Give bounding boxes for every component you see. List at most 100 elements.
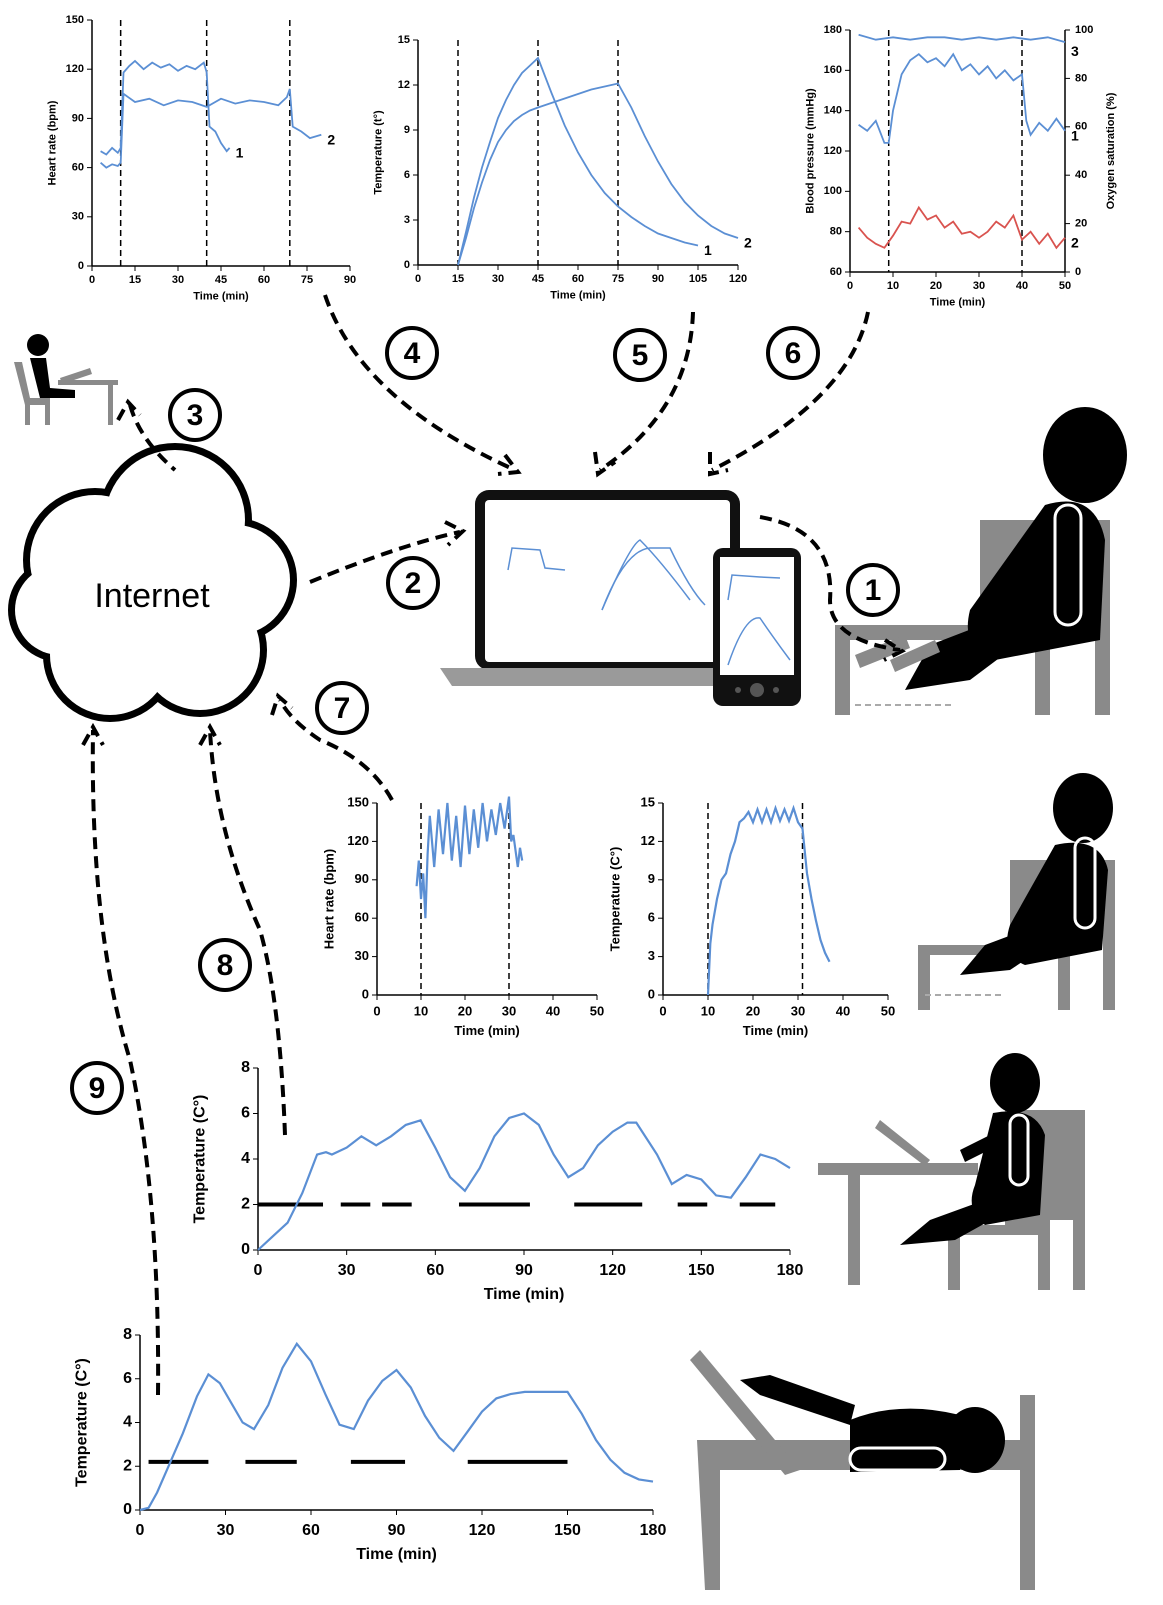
y-tick-label: 120 xyxy=(66,63,84,75)
x-tick-label: 120 xyxy=(599,1262,626,1279)
chart: 0 30 60 90 120 150 0 15 30 45 60 75 90 Heart rate (bp… xyxy=(46,14,356,303)
y-axis-label: Temperature (C°) xyxy=(192,1095,209,1224)
x-tick-label: 0 xyxy=(659,1003,666,1018)
x-tick-label: 30 xyxy=(172,274,184,286)
patient-desk xyxy=(818,1053,1085,1290)
clinician-icon xyxy=(14,334,118,425)
y-tick-label: 150 xyxy=(66,14,84,26)
tablet xyxy=(713,548,801,706)
y-tick-label: 180 xyxy=(824,24,842,36)
y-tick-label: 90 xyxy=(355,871,369,886)
x-tick-label: 40 xyxy=(546,1003,560,1018)
x-tick-label: 50 xyxy=(1059,280,1071,292)
x-tick-label: 0 xyxy=(415,273,421,285)
y2-tick-label: 0 xyxy=(1075,266,1081,278)
step-circle xyxy=(385,326,439,380)
series-line xyxy=(858,52,1066,144)
y2-tick-label: 100 xyxy=(1075,24,1093,36)
cloud-label: Internet xyxy=(94,577,210,615)
series-line xyxy=(858,33,1066,43)
y-tick-label: 30 xyxy=(72,211,84,223)
x-tick-label: 10 xyxy=(887,280,899,292)
step-badge: 4 xyxy=(385,326,439,380)
y2-tick-label: 40 xyxy=(1075,169,1087,181)
y-tick-label: 4 xyxy=(123,1414,132,1431)
x-tick-label: 90 xyxy=(652,273,664,285)
x-axis-label: Time (min) xyxy=(356,1546,437,1563)
series-label: 2 xyxy=(1071,234,1079,250)
y-tick-label: 0 xyxy=(241,1241,250,1258)
y-tick-label: 60 xyxy=(355,910,369,925)
y-tick-label: 9 xyxy=(648,871,655,886)
y-tick-label: 0 xyxy=(404,259,410,271)
series-label: 3 xyxy=(1071,43,1079,59)
y-tick-label: 6 xyxy=(241,1105,250,1122)
step-badge: 3 xyxy=(168,388,222,442)
x-tick-label: 50 xyxy=(881,1003,895,1018)
y-tick-label: 15 xyxy=(641,794,655,809)
step-badge: 1 xyxy=(846,563,900,617)
x-tick-label: 30 xyxy=(502,1003,516,1018)
series-label: 2 xyxy=(744,235,752,251)
y-tick-label: 4 xyxy=(241,1150,250,1167)
y-axis-label: Heart rate (bpm) xyxy=(322,849,337,949)
x-tick-label: 30 xyxy=(338,1262,356,1279)
chart: 0 2 4 6 8 0 30 60 90 120 150 180 Temperature (C°) Tim… xyxy=(74,1326,667,1563)
y-tick-label: 15 xyxy=(398,34,410,46)
step-circle xyxy=(198,938,252,992)
y-tick-label: 8 xyxy=(123,1326,132,1343)
x-axis-label: Time (min) xyxy=(193,291,249,303)
series-line xyxy=(415,796,524,919)
y-tick-label: 120 xyxy=(347,833,369,848)
patient-recliner-1 xyxy=(835,407,1127,715)
chart: 0 3 6 9 12 15 0 10 20 30 40 50 Temperature (C°) Time … xyxy=(608,794,896,1037)
y-tick-label: 150 xyxy=(347,794,369,809)
step-number: 6 xyxy=(785,337,802,370)
y-tick-label: 0 xyxy=(362,986,369,1001)
x-tick-label: 90 xyxy=(515,1262,533,1279)
x-tick-label: 10 xyxy=(701,1003,715,1018)
y-axis-label: Temperature (C°) xyxy=(608,847,623,952)
step-number: 2 xyxy=(405,567,422,600)
x-axis-label: Time (min) xyxy=(930,297,986,309)
step-number: 3 xyxy=(187,399,204,432)
x-axis-label: Time (min) xyxy=(454,1023,520,1038)
step-circle xyxy=(168,388,222,442)
step-circle xyxy=(386,556,440,610)
y-tick-label: 3 xyxy=(404,214,410,226)
x-tick-label: 180 xyxy=(777,1262,804,1279)
x-tick-label: 30 xyxy=(973,280,985,292)
y-tick-label: 100 xyxy=(824,185,842,197)
x-tick-label: 15 xyxy=(129,274,141,286)
x-tick-label: 105 xyxy=(689,273,707,285)
y-tick-label: 120 xyxy=(824,145,842,157)
step-circle xyxy=(315,681,369,735)
x-tick-label: 60 xyxy=(258,274,270,286)
y-tick-label: 30 xyxy=(355,948,369,963)
series-label: 1 xyxy=(1071,128,1079,144)
step-badge: 2 xyxy=(386,556,440,610)
x-tick-label: 20 xyxy=(746,1003,760,1018)
x-tick-label: 40 xyxy=(1016,280,1028,292)
x-tick-label: 50 xyxy=(590,1003,604,1018)
y-tick-label: 2 xyxy=(123,1457,132,1474)
internet-cloud: Internet xyxy=(8,443,297,722)
y-tick-label: 9 xyxy=(404,124,410,136)
series-line xyxy=(857,205,1066,250)
x-tick-label: 180 xyxy=(640,1522,667,1539)
y-tick-label: 6 xyxy=(123,1370,132,1387)
x-tick-label: 15 xyxy=(452,273,464,285)
series-line xyxy=(100,59,231,156)
flow-arrows xyxy=(81,294,907,1396)
y-axis-label: Temperature (t°) xyxy=(372,110,384,195)
y-tick-label: 140 xyxy=(824,105,842,117)
step-badge: 6 xyxy=(766,326,820,380)
series-line xyxy=(257,1112,791,1251)
step-badge: 7 xyxy=(315,681,369,735)
y2-tick-label: 80 xyxy=(1075,72,1087,84)
series-label: 1 xyxy=(704,242,712,258)
y2-axis-label: Oxygen saturation (%) xyxy=(1105,92,1117,209)
chart: 60 80 100 120 140 160 180 0 10 20 30 40 50 0 20 40 60 80 1… xyxy=(804,24,1117,309)
